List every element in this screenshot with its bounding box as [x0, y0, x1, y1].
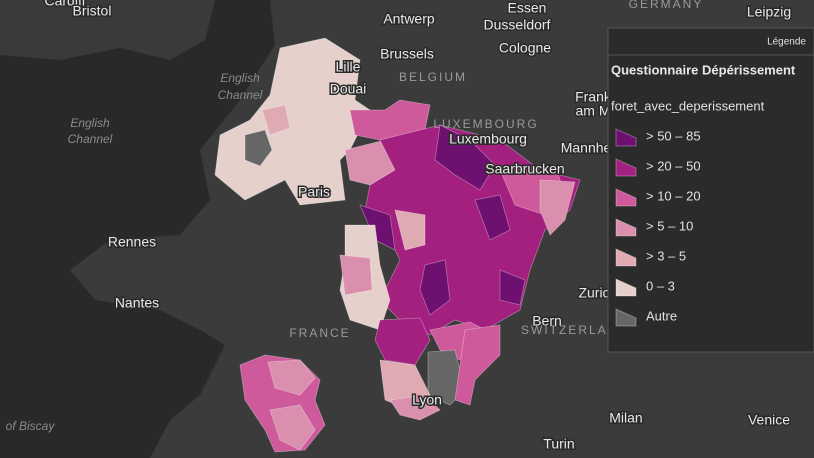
- place-label: Nantes: [115, 295, 159, 311]
- region-label: BELGIUM: [399, 70, 467, 84]
- place-label: Leipzig: [747, 4, 791, 20]
- place-label: Zuric: [578, 285, 609, 301]
- place-label: am M: [576, 103, 611, 119]
- sea-label: Channel: [218, 88, 263, 102]
- place-label: Cardiff: [45, 0, 86, 9]
- legend-panel: Légende Questionnaire Dépérissement fore…: [607, 27, 814, 353]
- place-label: Venice: [748, 412, 790, 428]
- legend-label: 0 – 3: [646, 278, 675, 293]
- legend-label: > 5 – 10: [646, 218, 693, 233]
- legend-label: Autre: [646, 308, 677, 323]
- legend-field: foret_avec_deperissement: [611, 98, 765, 113]
- sea-label: English: [220, 71, 260, 85]
- legend-title: Questionnaire Dépérissement: [611, 62, 796, 77]
- region-polygon[interactable]: [394, 209, 426, 251]
- place-label: Rennes: [108, 234, 156, 250]
- region-polygon[interactable]: [261, 104, 291, 136]
- region-polygon[interactable]: [244, 129, 273, 167]
- place-label: Saarbrucken: [485, 161, 564, 177]
- legend-swatch: [615, 278, 637, 297]
- region-label: GERMANY: [629, 0, 704, 11]
- legend-background: [607, 27, 814, 353]
- sea-label: Channel: [68, 132, 113, 146]
- legend-swatch: [615, 248, 637, 267]
- region-polygon[interactable]: [419, 259, 451, 316]
- region-label: FRANCE: [289, 326, 350, 340]
- legend-label: > 20 – 50: [646, 158, 701, 173]
- sea-label: English: [70, 116, 110, 130]
- place-label: Douai: [330, 81, 367, 97]
- place-label: Lyon: [412, 392, 442, 408]
- region-polygon[interactable]: [539, 179, 576, 236]
- land-uk: [0, 0, 215, 60]
- sea-label: of Biscay: [6, 419, 56, 433]
- place-label: Lille: [336, 59, 361, 75]
- place-label: Mannhe: [561, 140, 612, 156]
- choropleth: [214, 37, 581, 453]
- region-polygon[interactable]: [499, 269, 526, 306]
- region-polygon[interactable]: [267, 359, 316, 396]
- legend-swatch: [615, 188, 637, 207]
- region-polygon[interactable]: [269, 404, 316, 451]
- region-polygon[interactable]: [339, 254, 373, 296]
- legend-header[interactable]: Légende: [767, 37, 806, 48]
- legend-swatch: [615, 308, 637, 327]
- place-label: Cologne: [499, 40, 551, 56]
- place-label: Brussels: [380, 46, 434, 62]
- legend-swatch: [615, 218, 637, 237]
- legend-label: > 50 – 85: [646, 128, 701, 143]
- place-label: Milan: [609, 410, 642, 426]
- region-polygon[interactable]: [389, 394, 441, 421]
- legend-swatch: [615, 128, 637, 147]
- region-polygon[interactable]: [349, 99, 431, 141]
- labels: Cardiff Bristol Antwerp Essen Dusseldorf…: [6, 0, 793, 453]
- place-label: Bristol: [73, 3, 112, 19]
- legend-swatch: [615, 158, 637, 177]
- region-label: LUXEMBOURG: [433, 117, 538, 131]
- region-polygon[interactable]: [454, 324, 501, 406]
- place-label: Luxembourg: [449, 131, 527, 147]
- region-polygon[interactable]: [474, 194, 511, 241]
- region-label: SWITZERLAND: [521, 323, 629, 337]
- place-label: Bern: [532, 313, 562, 329]
- place-label: Antwerp: [383, 11, 435, 27]
- place-label: Frank: [575, 89, 612, 105]
- legend-label: > 10 – 20: [646, 188, 701, 203]
- place-label: Turin: [543, 436, 574, 452]
- legend-label: > 3 – 5: [646, 248, 686, 263]
- place-label: Essen: [508, 0, 547, 16]
- region-polygon[interactable]: [434, 124, 496, 191]
- place-label: Paris: [298, 184, 330, 200]
- place-label: Dusseldorf: [484, 17, 551, 33]
